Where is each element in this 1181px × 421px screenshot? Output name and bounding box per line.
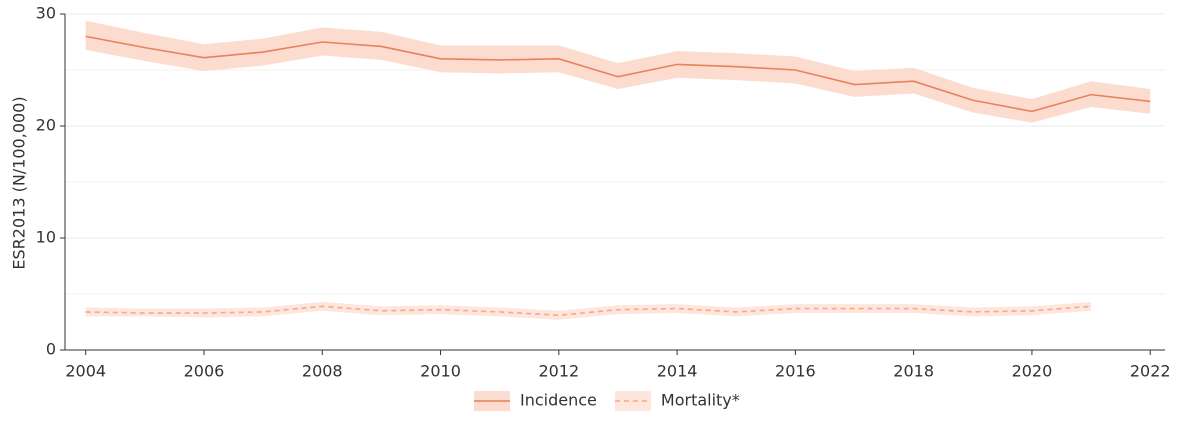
y-tick-label: 0 [46,340,56,359]
y-tick-label: 30 [36,4,56,23]
y-axis-label: ESR2013 (N/100,000) [10,96,29,269]
x-tick-label: 2020 [1012,362,1053,381]
line [85,35,1151,113]
x-tick-label: 2006 [184,362,225,381]
x-tick-label: 2004 [65,362,106,381]
legend-label: Mortality* [661,391,740,410]
x-tick-label: 2012 [538,362,579,381]
confidence-band [85,301,1092,320]
x-tick-label: 2010 [420,362,461,381]
confidence-band [85,20,1151,123]
x-tick-label: 2016 [775,362,816,381]
x-tick-label: 2022 [1130,362,1171,381]
line [85,305,1092,317]
x-tick-label: 2008 [302,362,343,381]
x-tick-label: 2018 [893,362,934,381]
legend-label: Incidence [520,391,597,410]
x-tick-label: 2014 [657,362,698,381]
y-tick-label: 10 [36,228,56,247]
y-tick-label: 20 [36,116,56,135]
